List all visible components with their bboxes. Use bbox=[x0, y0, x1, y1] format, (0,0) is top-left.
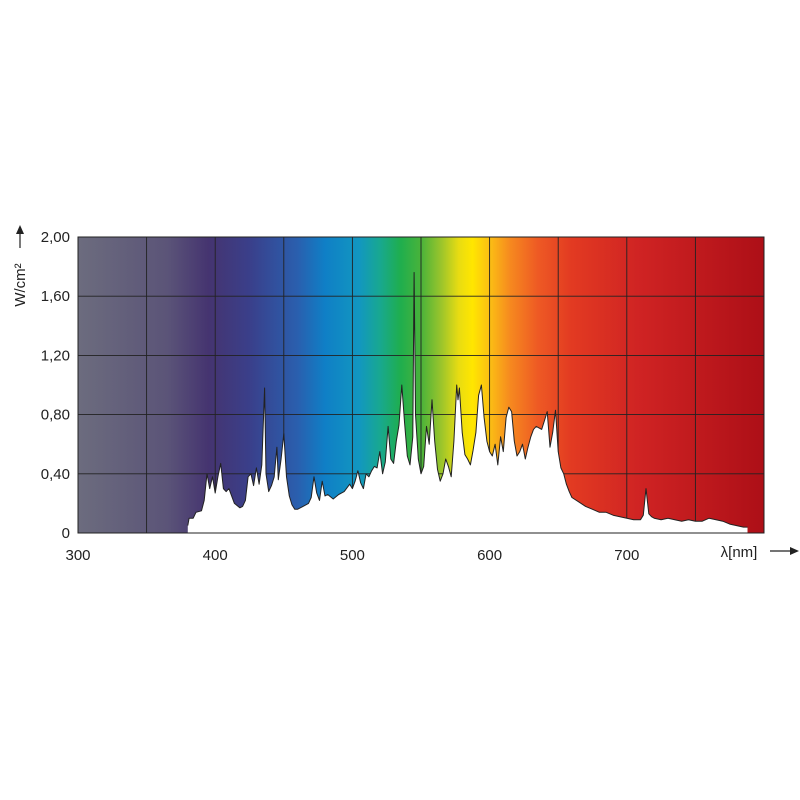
x-axis-arrowhead bbox=[790, 547, 799, 555]
y-tick-label: 1,20 bbox=[41, 347, 70, 364]
y-axis-arrowhead bbox=[16, 225, 24, 234]
y-tick-label: 0 bbox=[62, 525, 70, 542]
y-tick-label: 0,40 bbox=[41, 466, 70, 483]
spectrum-line bbox=[187, 272, 748, 528]
axes: 300 400 500 600 700 0 0,40 0,80 1,20 1,60 2,00 λ[nm… bbox=[12, 225, 799, 564]
y-tick-label: 2,00 bbox=[41, 229, 70, 246]
plot-area bbox=[77, 236, 765, 534]
y-tick-label: 0,80 bbox=[41, 407, 70, 424]
plot-border bbox=[77, 236, 765, 534]
x-axis-title: λ[nm] bbox=[721, 544, 758, 561]
x-tick-label: 700 bbox=[614, 547, 639, 564]
x-tick-label: 500 bbox=[340, 547, 365, 564]
y-axis-title: W/cm² bbox=[12, 263, 29, 306]
x-tick-label: 400 bbox=[203, 547, 228, 564]
y-tick-label: 1,60 bbox=[41, 288, 70, 305]
spectrum-fill bbox=[187, 272, 748, 533]
x-tick-label: 300 bbox=[65, 547, 90, 564]
x-tick-label: 600 bbox=[477, 547, 502, 564]
